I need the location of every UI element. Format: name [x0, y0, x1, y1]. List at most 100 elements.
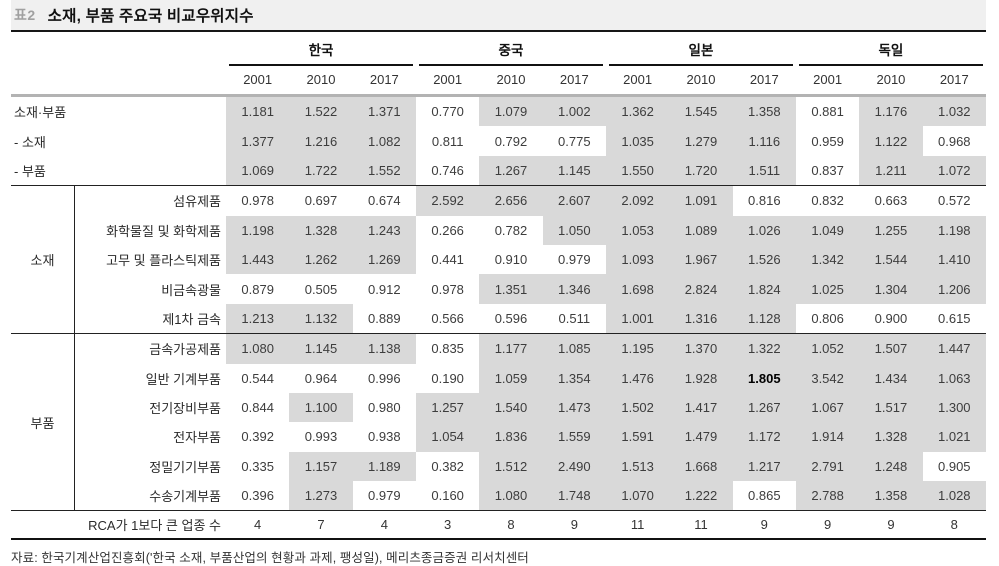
value-cell: 1.559: [542, 422, 606, 452]
value-cell: 0.959: [811, 133, 844, 149]
value-cell: 0.190: [431, 370, 464, 386]
value-cell: 1.216: [289, 126, 353, 156]
value-cell: 1.211: [859, 155, 923, 186]
year-label: 2010: [306, 72, 336, 87]
value-cell: 1.410: [922, 244, 986, 275]
table-title-bar: 표2 소재, 부품 주요국 비교우위지수: [11, 0, 986, 32]
year-label: 2001: [243, 72, 273, 87]
value-cell: 0.968: [938, 133, 971, 149]
country-block: 일본: [606, 39, 796, 66]
value-cell: 1.447: [922, 334, 986, 364]
value-cell: 1.206: [922, 274, 986, 304]
value-cell: 1.222: [669, 481, 733, 511]
year-label: 2017: [369, 72, 399, 87]
table-row: 일반 기계부품 0.544 0.964 0.996 0.190 1.059 1.354 1.4…: [11, 363, 986, 393]
value-cell: 1.262: [289, 244, 353, 275]
value-cell: 11: [694, 517, 708, 533]
value-cell: 1.054: [415, 422, 480, 452]
value-cell: 1.001: [605, 303, 670, 334]
value-cell: 0.938: [368, 429, 401, 445]
value-cell: 1.720: [669, 155, 733, 186]
country-block: 독일: [796, 39, 986, 66]
value-cell: 1.362: [605, 97, 670, 127]
value-cell: 1.021: [922, 422, 986, 452]
value-cell: 1.053: [605, 215, 670, 245]
value-cell: 1.443: [226, 244, 290, 275]
value-cell: 1.358: [732, 97, 796, 127]
year-label: 2010: [496, 72, 526, 87]
value-cell: 0.266: [431, 222, 464, 238]
value-cell: 8: [950, 517, 958, 533]
value-cell: 0.572: [938, 193, 971, 209]
value-cell: 1.085: [542, 334, 606, 364]
value-cell: 2.592: [415, 186, 480, 216]
value-cell: 1.177: [479, 334, 543, 364]
value-cell: 1.128: [732, 303, 796, 334]
value-cell: 1.511: [732, 155, 796, 186]
value-cell: 1.063: [922, 363, 986, 393]
value-cell: 1.473: [542, 392, 606, 423]
value-cell: 0.775: [558, 133, 591, 149]
country-label: 일본: [608, 39, 793, 66]
table-row: - 소재 1.377 1.216 1.082 0.811 0.792 0.775 1.035 1…: [11, 126, 986, 156]
value-cell: 0.881: [811, 104, 844, 120]
value-cell: 1.328: [289, 215, 353, 245]
value-cell: 0.544: [241, 370, 274, 386]
value-cell: 1.526: [732, 244, 796, 275]
row-label: 전기장비부품: [149, 401, 221, 417]
value-cell: 0.663: [874, 193, 908, 209]
year-header-row: 2001 2010 2017 2001 2010 2017 2001 2010 2017 2001…: [11, 66, 986, 93]
value-cell: 11: [630, 517, 645, 533]
value-cell: 0.596: [494, 310, 528, 326]
report-table-page: 표2 소재, 부품 주요국 비교우위지수 한국 중국 일본 독일 2001 2010 20…: [11, 0, 986, 566]
value-cell: 8: [507, 517, 515, 533]
value-cell: 0.979: [368, 488, 401, 504]
value-cell: 0.396: [241, 488, 274, 504]
group-label: 부품: [30, 415, 55, 431]
source-note: 자료: 한국기계산업진흥회('한국 소재, 부품산업의 현황과 과제, 팽성일)…: [11, 551, 529, 566]
value-cell: 0.770: [431, 104, 464, 120]
value-cell: 1.243: [352, 215, 416, 245]
row-label: 전자부품: [173, 430, 221, 446]
value-cell: 1.145: [542, 155, 606, 186]
value-cell: 0.980: [368, 400, 401, 416]
value-cell: 0.832: [811, 193, 844, 209]
value-cell: 1.540: [479, 392, 543, 423]
value-cell: 0.382: [431, 458, 464, 474]
row-label: - 부품: [14, 163, 46, 179]
value-cell: 4: [380, 517, 388, 533]
value-cell: 0.792: [494, 133, 528, 149]
value-cell: 1.116: [732, 126, 796, 156]
row-label: 섬유제품: [173, 194, 221, 210]
value-cell: 1.300: [922, 392, 986, 423]
value-cell: 0.835: [431, 341, 464, 357]
value-cell: 1.346: [542, 274, 606, 304]
value-cell: 1.255: [859, 215, 923, 245]
value-cell: 1.072: [922, 155, 986, 186]
table-row: RCA가 1보다 큰 업종 수 4 7 4 3 8 9 11 11 9 9 9 8: [11, 511, 986, 538]
value-cell: 0.979: [558, 252, 591, 268]
value-cell: 0.441: [431, 252, 464, 268]
value-cell: 1.198: [922, 215, 986, 245]
value-cell: 1.967: [669, 244, 733, 275]
value-cell: 0.392: [241, 429, 274, 445]
value-cell: 0.844: [241, 400, 274, 416]
table-row: 화학물질 및 화학제품 1.198 1.328 1.243 0.266 0.782 1.05…: [11, 215, 986, 245]
value-cell: 1.434: [859, 363, 923, 393]
value-cell: 1.377: [226, 126, 290, 156]
value-cell: 1.059: [479, 363, 543, 393]
value-cell: 2.092: [605, 186, 670, 216]
value-cell: 1.552: [352, 155, 416, 186]
group-divider-line: [74, 186, 75, 334]
value-cell: 0.978: [431, 281, 464, 297]
value-cell: 2.788: [795, 481, 860, 511]
value-cell: 7: [317, 517, 325, 533]
value-cell: 0.964: [304, 370, 338, 386]
value-cell: 0.837: [811, 162, 844, 178]
value-cell: 1.351: [479, 274, 543, 304]
value-cell: 1.517: [859, 392, 923, 423]
value-cell: 1.138: [352, 334, 416, 364]
value-cell: 0.889: [368, 310, 401, 326]
year-label: 2017: [559, 72, 589, 87]
row-label: 고무 및 플라스틱제품: [106, 253, 221, 269]
